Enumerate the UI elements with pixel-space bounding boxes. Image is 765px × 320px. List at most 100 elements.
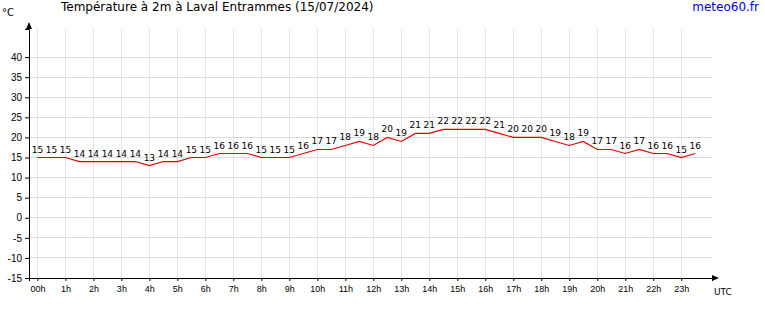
y-tick: 40 bbox=[11, 52, 29, 63]
x-tick-mark bbox=[317, 278, 318, 281]
x-tick-label: 13h bbox=[394, 284, 409, 294]
data-label: 15 bbox=[256, 145, 267, 155]
data-label: 15 bbox=[186, 145, 197, 155]
y-tick: 20 bbox=[11, 132, 29, 143]
data-label: 15 bbox=[200, 145, 211, 155]
x-tick: 17h bbox=[506, 278, 521, 294]
grid-line-y bbox=[29, 257, 712, 258]
x-tick: 6h bbox=[201, 278, 211, 294]
grid-line-y bbox=[29, 177, 712, 178]
y-tick-mark bbox=[25, 198, 29, 199]
x-tick: 7h bbox=[229, 278, 239, 294]
x-tick-mark bbox=[93, 278, 94, 281]
y-tick-label: 0 bbox=[16, 212, 22, 223]
x-tick-mark bbox=[205, 278, 206, 281]
x-tick-mark bbox=[653, 278, 654, 281]
x-tick-label: 15h bbox=[450, 284, 465, 294]
x-tick-label: 9h bbox=[285, 284, 295, 294]
data-label: 19 bbox=[396, 128, 408, 138]
chart: 00h1h2h3h4h5h6h7h8h9h10h11h12h13h14h15h1… bbox=[0, 0, 765, 320]
grid-line-y bbox=[29, 77, 712, 78]
x-tick: 12h bbox=[366, 278, 381, 294]
grid-line-y bbox=[29, 237, 712, 238]
x-tick-label: 22h bbox=[646, 284, 661, 294]
grid-line-x bbox=[513, 29, 514, 278]
data-label: 18 bbox=[564, 132, 576, 142]
x-tick-label: 23h bbox=[674, 284, 689, 294]
grid bbox=[29, 29, 712, 278]
x-tick-label: 3h bbox=[117, 284, 127, 294]
grid-line-y bbox=[29, 197, 712, 198]
temperature-line bbox=[37, 129, 695, 165]
data-label: 15 bbox=[46, 145, 57, 155]
data-label: 17 bbox=[606, 136, 617, 146]
x-tick: 3h bbox=[117, 278, 127, 294]
x-tick: 5h bbox=[173, 278, 183, 294]
x-tick: 21h bbox=[618, 278, 633, 294]
data-label: 14 bbox=[88, 149, 100, 159]
x-tick-mark bbox=[261, 278, 262, 281]
data-label: 21 bbox=[494, 120, 505, 130]
data-label: 18 bbox=[340, 132, 352, 142]
x-tick: 19h bbox=[562, 278, 577, 294]
y-tick-label: -10 bbox=[8, 253, 23, 264]
grid-line-y bbox=[29, 97, 712, 98]
data-label: 16 bbox=[661, 141, 673, 151]
y-tick: 35 bbox=[11, 72, 29, 83]
data-labels: 1515151414141414131414151516161615151516… bbox=[32, 116, 702, 162]
data-label: 14 bbox=[130, 149, 142, 159]
x-tick-mark bbox=[485, 278, 486, 281]
x-tick: 1h bbox=[61, 278, 71, 294]
data-label: 14 bbox=[158, 149, 170, 159]
x-tick-label: 11h bbox=[339, 284, 353, 294]
y-tick-mark bbox=[25, 158, 29, 159]
y-tick-mark bbox=[25, 238, 29, 239]
data-label: 22 bbox=[466, 116, 477, 126]
data-label: 16 bbox=[242, 141, 254, 151]
x-tick: 16h bbox=[478, 278, 493, 294]
data-label: 15 bbox=[284, 145, 295, 155]
x-tick-label: 19h bbox=[562, 284, 577, 294]
y-axis: -15-10-50510152025303540 bbox=[8, 30, 30, 284]
x-tick-label: 5h bbox=[173, 284, 183, 294]
y-tick-label: 15 bbox=[11, 152, 23, 163]
x-axis-title: UTC bbox=[714, 287, 732, 297]
data-label: 14 bbox=[172, 149, 184, 159]
data-label: 16 bbox=[689, 141, 701, 151]
y-tick-mark bbox=[25, 218, 29, 219]
y-tick-mark bbox=[25, 117, 29, 118]
x-tick-mark bbox=[177, 278, 178, 281]
x-tick-label: 16h bbox=[478, 284, 493, 294]
x-tick-label: 17h bbox=[506, 284, 521, 294]
y-tick-mark bbox=[25, 97, 29, 98]
x-tick-mark bbox=[401, 278, 402, 281]
x-axis-line bbox=[30, 279, 713, 282]
data-label: 17 bbox=[312, 136, 323, 146]
data-label: 20 bbox=[536, 124, 548, 134]
x-tick: 15h bbox=[450, 278, 465, 294]
data-label: 19 bbox=[354, 128, 366, 138]
grid-line-x bbox=[429, 29, 430, 278]
y-tick-mark bbox=[25, 57, 29, 58]
y-tick-label: 40 bbox=[11, 52, 23, 63]
x-tick-label: 18h bbox=[534, 284, 549, 294]
y-tick: -5 bbox=[13, 233, 29, 244]
x-tick-mark bbox=[513, 278, 514, 281]
x-tick-label: 4h bbox=[145, 284, 155, 294]
data-label: 22 bbox=[438, 116, 449, 126]
x-tick: 8h bbox=[257, 278, 267, 294]
y-tick: -10 bbox=[8, 253, 29, 264]
data-label: 20 bbox=[382, 124, 394, 134]
data-label: 15 bbox=[32, 145, 43, 155]
y-tick-mark bbox=[25, 137, 29, 138]
y-tick-label: 35 bbox=[11, 72, 23, 83]
x-tick: 2h bbox=[89, 278, 99, 294]
y-tick-label: -5 bbox=[13, 233, 22, 244]
data-label: 22 bbox=[480, 116, 491, 126]
data-label: 14 bbox=[102, 149, 114, 159]
x-tick-label: 8h bbox=[257, 284, 267, 294]
x-tick-label: 00h bbox=[30, 284, 45, 294]
x-tick: 20h bbox=[590, 278, 605, 294]
source[interactable]: meteo60.fr bbox=[692, 0, 759, 14]
x-tick-label: 10h bbox=[310, 284, 325, 294]
